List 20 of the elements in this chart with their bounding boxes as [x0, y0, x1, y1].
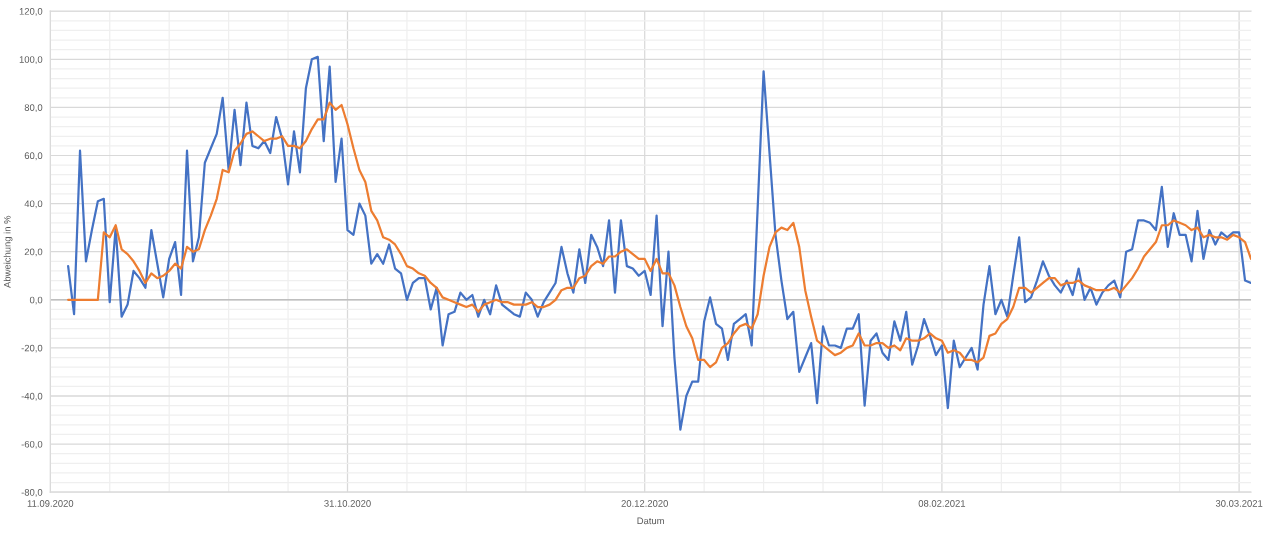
y-tick-label: 20,0 — [24, 248, 43, 257]
line-series — [67, 55, 1251, 431]
x-tick-label: 08.02.2021 — [918, 500, 966, 507]
x-tick-label: 20.12.2020 — [621, 500, 668, 507]
x-tick-label: 30.03.2021 — [1215, 500, 1263, 507]
y-tick-label: 100,0 — [19, 56, 43, 64]
y-tick-label: -20,0 — [21, 344, 43, 353]
y-tick-label: -80,0 — [21, 489, 43, 497]
y-axis-title: Abweichung in % — [3, 215, 13, 288]
x-tick-label: 11.09.2020 — [27, 500, 74, 507]
x-tick-label: 31.10.2020 — [324, 500, 371, 507]
y-tick-label: -60,0 — [21, 440, 43, 449]
line-series — [67, 101, 1251, 369]
y-tick-label: 0,0 — [29, 296, 43, 305]
y-tick-label: 40,0 — [24, 200, 43, 209]
y-tick-label: 80,0 — [24, 104, 43, 113]
x-axis-title: Datum — [637, 517, 664, 525]
y-tick-label: 60,0 — [24, 152, 43, 161]
y-tick-label: 120,0 — [19, 8, 43, 16]
y-tick-label: -40,0 — [21, 392, 43, 401]
